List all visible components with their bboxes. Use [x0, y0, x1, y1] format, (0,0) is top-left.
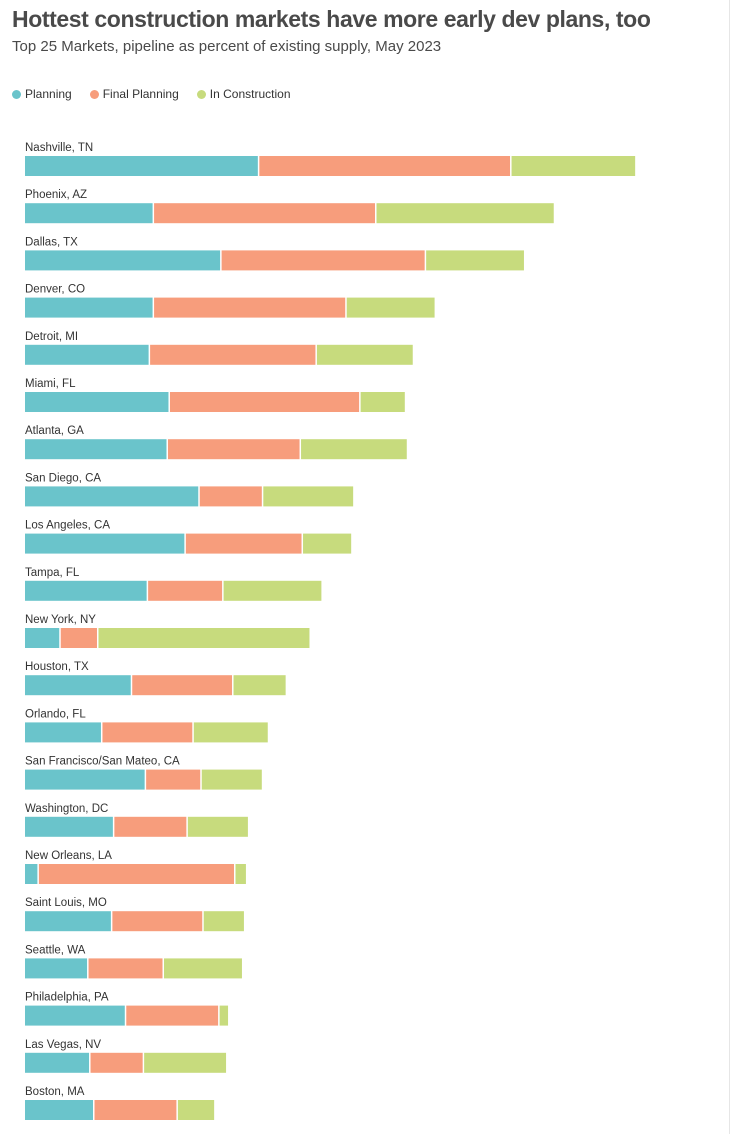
bar-segment-in-construction[interactable]	[235, 864, 246, 884]
legend: Planning Final Planning In Construction	[12, 87, 309, 101]
bar-segment-final-planning[interactable]	[132, 675, 233, 696]
category-label: Los Angeles, CA	[25, 520, 110, 532]
bar-segment-final-planning[interactable]	[167, 439, 300, 460]
stacked-bar-chart: Nashville, TN Phoenix, AZ Dallas, TX Denver…	[25, 142, 636, 1120]
bar-segment-planning[interactable]	[25, 628, 60, 648]
bar-segment-in-construction[interactable]	[193, 722, 268, 743]
legend-item-final-planning[interactable]: Final Planning	[89, 87, 179, 101]
category-label: Philadelphia, PA	[25, 992, 109, 1004]
category-label: Detroit, MI	[25, 331, 78, 343]
bar-segment-final-planning[interactable]	[154, 297, 346, 318]
bar-segment-planning[interactable]	[25, 1052, 90, 1073]
bar-segment-final-planning[interactable]	[169, 392, 360, 412]
legend-item-in-construction[interactable]: In Construction	[196, 87, 291, 101]
bar-segment-final-planning[interactable]	[259, 156, 511, 176]
bar-segment-final-planning[interactable]	[114, 816, 187, 837]
bar-segment-planning[interactable]	[25, 344, 149, 365]
category-label: New Orleans, LA	[25, 850, 112, 862]
bar-segment-in-construction[interactable]	[98, 628, 310, 648]
bar-segment-final-planning[interactable]	[88, 958, 163, 979]
bar-segment-in-construction[interactable]	[177, 1100, 215, 1120]
bar-segment-planning[interactable]	[25, 250, 221, 271]
bar-segment-planning[interactable]	[25, 675, 131, 696]
bar-segment-final-planning[interactable]	[199, 486, 262, 507]
bar-segment-in-construction[interactable]	[301, 439, 407, 460]
bar-segment-planning[interactable]	[25, 722, 101, 743]
bar-segment-in-construction[interactable]	[303, 533, 352, 554]
bar-segment-planning[interactable]	[25, 769, 145, 790]
category-label: Washington, DC	[25, 803, 108, 815]
bar-segment-in-construction[interactable]	[360, 392, 405, 412]
legend-label-planning: Planning	[25, 87, 72, 101]
category-label: Nashville, TN	[25, 142, 93, 154]
category-label: Atlanta, GA	[25, 425, 84, 437]
bar-segment-planning[interactable]	[25, 203, 153, 224]
bar-segment-in-construction[interactable]	[164, 958, 242, 979]
bar-segment-in-construction[interactable]	[511, 156, 636, 176]
category-label: Las Vegas, NV	[25, 1039, 101, 1051]
bar-segment-planning[interactable]	[25, 533, 185, 554]
bar-segment-in-construction[interactable]	[316, 344, 413, 365]
bar-segment-planning[interactable]	[25, 864, 38, 884]
bar-segment-in-construction[interactable]	[201, 769, 262, 790]
bar-segment-planning[interactable]	[25, 958, 88, 979]
category-label: Denver, CO	[25, 284, 85, 296]
bar-segment-in-construction[interactable]	[144, 1052, 227, 1073]
bar-segment-planning[interactable]	[25, 439, 167, 460]
category-label: Saint Louis, MO	[25, 897, 107, 909]
bar-segment-planning[interactable]	[25, 392, 169, 412]
bar-segment-planning[interactable]	[25, 486, 199, 507]
legend-swatch-final-planning	[89, 89, 99, 99]
bar-segment-final-planning[interactable]	[102, 722, 193, 743]
bar-segment-planning[interactable]	[25, 156, 258, 176]
bar-segment-final-planning[interactable]	[90, 1052, 143, 1073]
category-label: New York, NY	[25, 614, 96, 626]
bar-segment-in-construction[interactable]	[223, 580, 322, 601]
bar-segment-final-planning[interactable]	[60, 628, 97, 648]
chart-title: Hottest construction markets have more e…	[12, 6, 651, 32]
category-label: Miami, FL	[25, 378, 76, 390]
bar-segment-planning[interactable]	[25, 580, 147, 601]
category-label: San Francisco/San Mateo, CA	[25, 756, 180, 768]
bar-segment-in-construction[interactable]	[426, 250, 524, 271]
bar-segment-in-construction[interactable]	[233, 675, 286, 696]
legend-swatch-in-construction	[196, 89, 206, 99]
legend-label-in-construction: In Construction	[209, 87, 291, 101]
bar-segment-planning[interactable]	[25, 1100, 94, 1120]
bar-segment-final-planning[interactable]	[221, 250, 425, 271]
category-label: Dallas, TX	[25, 236, 78, 248]
bar-segment-planning[interactable]	[25, 911, 111, 932]
bar-segment-planning[interactable]	[25, 297, 153, 318]
bar-segment-planning[interactable]	[25, 816, 113, 837]
bar-segment-in-construction[interactable]	[219, 1005, 229, 1026]
bar-segment-in-construction[interactable]	[346, 297, 435, 318]
legend-item-planning[interactable]: Planning	[12, 87, 72, 101]
bar-segment-final-planning[interactable]	[126, 1005, 219, 1026]
bar-segment-in-construction[interactable]	[187, 816, 248, 837]
chart-subtitle: Top 25 Markets, pipeline as percent of e…	[12, 38, 442, 55]
bar-segment-final-planning[interactable]	[148, 580, 223, 601]
bar-segment-final-planning[interactable]	[38, 864, 235, 884]
category-label: Orlando, FL	[25, 708, 86, 720]
legend-swatch-planning	[12, 89, 21, 99]
bar-segment-final-planning[interactable]	[112, 911, 203, 932]
bar-segment-final-planning[interactable]	[150, 344, 316, 365]
bar-segment-final-planning[interactable]	[94, 1100, 177, 1120]
bar-segment-final-planning[interactable]	[185, 533, 302, 554]
legend-label-final-planning: Final Planning	[102, 87, 179, 101]
bar-segment-planning[interactable]	[25, 1005, 125, 1026]
bar-segment-in-construction[interactable]	[376, 203, 554, 224]
bar-segment-in-construction[interactable]	[203, 911, 244, 932]
bar-segment-in-construction[interactable]	[263, 486, 354, 507]
category-label: Houston, TX	[25, 661, 89, 673]
category-label: Seattle, WA	[25, 944, 86, 956]
category-label: Tampa, FL	[25, 567, 80, 579]
bar-segment-final-planning[interactable]	[154, 203, 375, 224]
category-label: Boston, MA	[25, 1086, 85, 1098]
category-label: San Diego, CA	[25, 472, 101, 484]
bar-segment-final-planning[interactable]	[146, 769, 201, 790]
category-label: Phoenix, AZ	[25, 189, 87, 201]
